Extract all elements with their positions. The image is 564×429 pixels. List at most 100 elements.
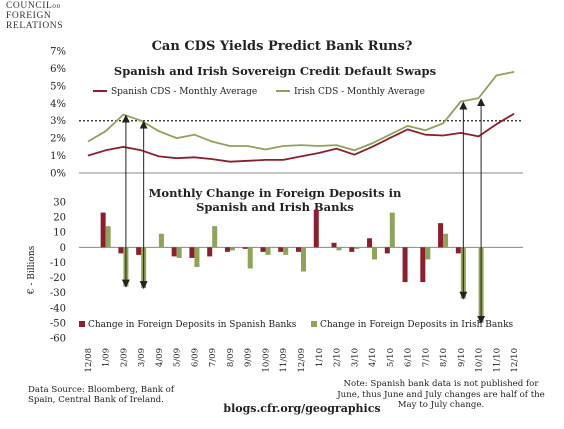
x-tick-label: 2/10: [333, 348, 343, 367]
x-tick-label: 9/10: [457, 348, 467, 367]
x-tick-label: 5/09: [173, 348, 183, 367]
deposits-y-tick-label: -20: [50, 273, 66, 284]
spain-deposit-bar: [367, 238, 373, 248]
ireland-deposit-bar: [354, 247, 360, 249]
x-tick-label: 8/10: [439, 348, 449, 367]
cds-y-tick-label: 6%: [50, 64, 66, 75]
spain-deposit-bar: [438, 223, 444, 248]
deposits-y-tick-label: 0: [60, 243, 66, 254]
x-tick-label: 2/09: [119, 348, 129, 367]
x-tick-label: 3/10: [350, 348, 360, 367]
cds-y-tick-label: 0%: [50, 169, 66, 180]
logo-line3: RELATIONS: [6, 21, 64, 31]
spain-deposit-bar: [278, 247, 284, 252]
ireland-deposit-bar: [247, 247, 253, 269]
spain-deposit-bar: [384, 247, 390, 254]
x-tick-label: 10/09: [261, 348, 271, 373]
spain-deposit-bar: [242, 247, 248, 249]
ireland-deposit-bar: [265, 247, 271, 255]
x-tick-label: 9/09: [244, 348, 254, 367]
x-tick-label: 8/09: [226, 348, 236, 367]
spain-deposits-legend-label: Change in Foreign Deposits in Spanish Ba…: [88, 320, 297, 330]
spain-deposit-bar: [349, 247, 355, 252]
deposits-y-tick-label: 30: [53, 198, 66, 209]
arrow-annotations: [121, 98, 486, 324]
spain-deposit-bar: [331, 242, 337, 248]
ireland-deposit-bar: [194, 247, 200, 267]
deposits-y-axis-label: € - Billions: [27, 245, 37, 295]
ireland-deposits-legend-swatch: [311, 321, 317, 327]
spain-deposit-bar: [189, 247, 195, 258]
irish-cds-legend-label: Irish CDS - Monthly Average: [294, 87, 425, 97]
ireland-deposit-bar: [158, 233, 164, 248]
spain-deposit-bar: [455, 247, 461, 254]
logo-line2: FOREIGN: [6, 11, 52, 21]
spain-deposit-bar: [224, 247, 230, 252]
ireland-deposit-bar: [212, 226, 218, 248]
spain-data-note: Note: Spanish bank data is not published…: [337, 379, 545, 410]
cds-chart-title: Spanish and Irish Sovereign Credit Defau…: [113, 64, 437, 78]
chart-title: Can CDS Yields Predict Bank Runs?: [151, 39, 413, 54]
spain-deposits-legend-swatch: [79, 321, 85, 327]
ireland-deposit-bar: [229, 247, 235, 251]
spanish-cds-legend-label: Spanish CDS - Monthly Average: [111, 87, 257, 97]
x-tick-label: 4/09: [155, 348, 165, 367]
logo-line1: COUNCILon: [6, 1, 61, 11]
x-tick-label: 5/10: [386, 348, 396, 367]
deposits-y-tick-label: 20: [53, 213, 66, 224]
x-tick-label: 12/08: [84, 348, 94, 373]
spain-deposit-bar: [207, 247, 213, 257]
data-source-note: Data Source: Bloomberg, Bank of Spain, C…: [28, 385, 175, 405]
cds-y-tick-label: 3%: [50, 116, 66, 127]
deposits-y-tick-label: -60: [50, 334, 66, 345]
cds-y-tick-label: 2%: [50, 134, 66, 145]
spain-deposit-bar: [296, 247, 301, 252]
x-tick-label: 12/09: [297, 348, 307, 373]
x-tick-label: 11/09: [279, 348, 289, 373]
spain-deposit-bar: [136, 247, 142, 255]
ireland-deposit-bar: [372, 247, 378, 260]
spain-deposit-bar: [118, 247, 124, 254]
spain-deposit-bar: [420, 247, 426, 283]
spain-deposit-bar: [100, 212, 106, 248]
ireland-deposit-bar: [336, 247, 342, 251]
deposits-y-tick-label: -50: [50, 318, 66, 329]
x-tick-label: 1/10: [315, 348, 325, 367]
deposit-bars: [100, 209, 484, 323]
blog-url: blogs.cfr.org/geographics: [223, 402, 381, 415]
x-tick-label: 3/09: [137, 348, 147, 367]
ireland-deposit-bar: [105, 226, 111, 248]
deposits-chart-title-line1: Monthly Change in Foreign Deposits in: [148, 186, 402, 200]
x-tick-label: 10/10: [475, 348, 485, 373]
cds-y-tick-label: 5%: [50, 81, 66, 92]
deposits-y-tick-label: -40: [50, 303, 66, 314]
spain-deposit-bar: [171, 247, 177, 257]
x-tick-label: 11/10: [492, 348, 502, 373]
x-tick-label: 7/10: [421, 348, 431, 367]
x-tick-label: 4/10: [368, 348, 378, 367]
spain-deposit-bar: [260, 247, 266, 252]
ireland-deposits-legend-label: Change in Foreign Deposits in Irish Bank…: [320, 320, 514, 330]
irish-cds-line: [87, 71, 515, 152]
deposits-y-tick-label: -10: [50, 258, 66, 269]
x-tick-label: 12/10: [510, 348, 520, 373]
deposits-y-tick-label: -30: [50, 288, 66, 299]
deposits-y-tick-label: 10: [53, 228, 66, 239]
ireland-deposit-bar: [301, 247, 306, 272]
ireland-deposit-bar: [176, 247, 182, 258]
cds-y-tick-label: 4%: [50, 99, 66, 110]
ireland-deposit-bar: [425, 247, 431, 260]
cds-lines: [87, 71, 515, 163]
cds-y-tick-label: 1%: [50, 151, 66, 162]
cds-y-tick-label: 7%: [50, 47, 66, 58]
spain-deposit-bar: [402, 247, 408, 283]
cfr-logo: COUNCILon FOREIGN RELATIONS: [6, 1, 116, 31]
cds-axes: 0% 1% 2% 3% 4% 5% 6% 7%: [50, 47, 523, 180]
x-tick-label: 6/09: [190, 348, 200, 367]
ireland-deposit-bar: [283, 247, 289, 255]
spain-deposit-bar: [313, 209, 319, 248]
x-tick-label: 6/10: [404, 348, 414, 367]
ireland-deposit-bar: [443, 233, 449, 248]
spanish-cds-line: [87, 112, 515, 163]
